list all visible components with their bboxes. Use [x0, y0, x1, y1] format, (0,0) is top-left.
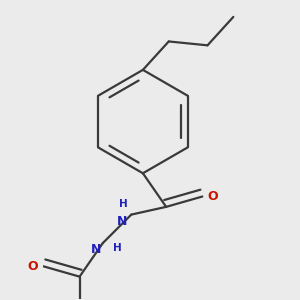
Text: H: H — [118, 200, 127, 209]
Text: O: O — [208, 190, 218, 203]
Text: N: N — [91, 243, 101, 256]
Text: H: H — [113, 243, 122, 253]
Text: O: O — [28, 260, 38, 273]
Text: N: N — [117, 214, 128, 228]
